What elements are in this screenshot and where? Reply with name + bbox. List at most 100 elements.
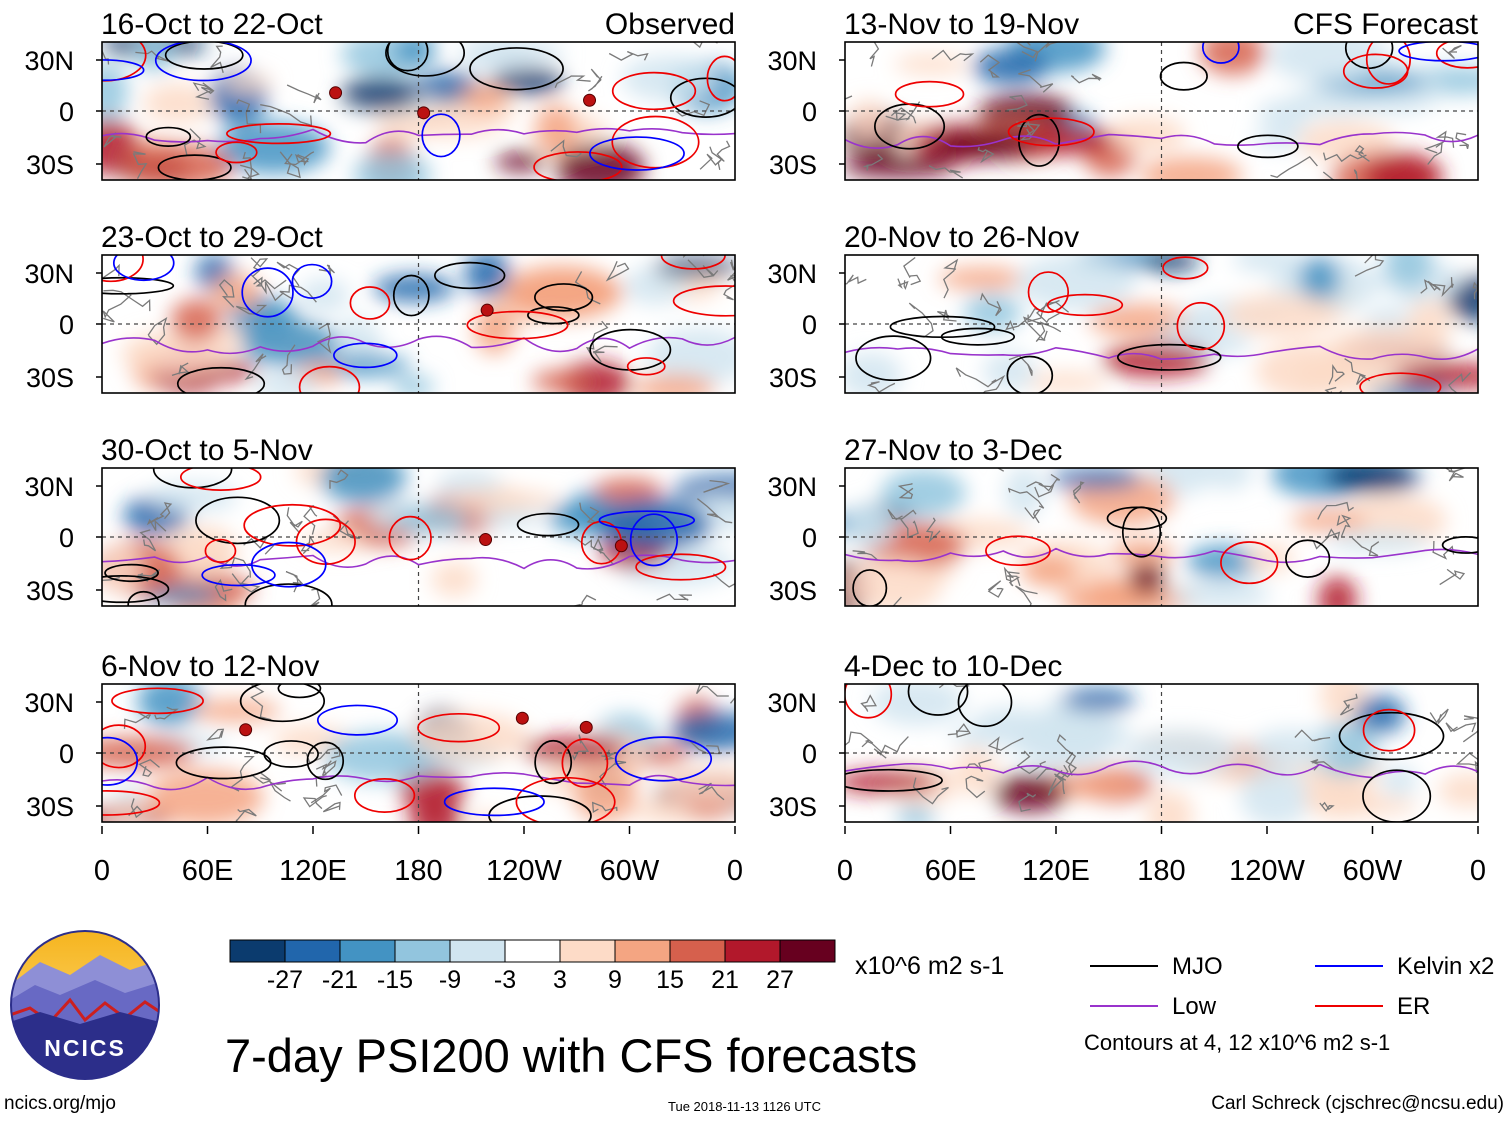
- anomaly-shading: [459, 83, 508, 111]
- colorbar-swatch: [669, 939, 726, 963]
- coastline-layer: [123, 684, 735, 822]
- coastline-segment: [315, 760, 332, 776]
- anomaly-shading: [340, 76, 421, 112]
- anomaly-shading: [145, 769, 264, 822]
- coastline-segment: [1072, 481, 1085, 504]
- y-tick-label: 30S: [769, 792, 817, 822]
- y-tick-label: 30S: [26, 576, 74, 606]
- anomaly-shading: [1062, 688, 1135, 713]
- low-contour: [845, 345, 1478, 361]
- coastline-segment: [1317, 501, 1354, 520]
- coastline-layer: [852, 468, 1466, 606]
- anomaly-shading: [634, 374, 716, 393]
- coastline-segment: [703, 479, 731, 493]
- panel-period-title: 4-Dec to 10-Dec: [844, 650, 1062, 683]
- coastline-segment: [579, 502, 600, 525]
- anomaly-shading: [531, 370, 587, 393]
- source-link[interactable]: ncics.org/mjo: [4, 1093, 116, 1114]
- y-tick-label: 30N: [767, 259, 817, 289]
- er-contour: [1365, 42, 1412, 85]
- coastline-segment: [1024, 507, 1042, 524]
- low-contour: [845, 131, 1478, 149]
- coastline-segment: [1070, 73, 1102, 84]
- anomaly-shading: [1019, 126, 1115, 155]
- er-contour: [611, 71, 697, 111]
- panel-frame: [844, 467, 1479, 607]
- coastline-layer: [102, 42, 731, 180]
- mjo-contour: [845, 768, 943, 792]
- anomaly-shading: [593, 477, 663, 504]
- er-contour: [1362, 708, 1416, 752]
- coastline-segment: [1017, 119, 1041, 136]
- x-tick-label: 0: [727, 855, 743, 887]
- coastline-segment: [599, 756, 627, 787]
- kelvin-contour: [102, 59, 145, 82]
- coastline-segment: [845, 274, 867, 285]
- colorbar-swatch: [229, 939, 286, 963]
- er-contour: [298, 365, 361, 393]
- anomaly-shading: [954, 748, 999, 796]
- anomaly-shading: [1240, 768, 1312, 822]
- coastline-segment: [863, 154, 884, 171]
- anomaly-shading: [1326, 468, 1415, 493]
- y-tick-label: 0: [59, 523, 74, 553]
- anomaly-shading: [845, 352, 903, 393]
- coastline-segment: [861, 739, 888, 753]
- anomaly-shading: [573, 767, 637, 822]
- shading-layer: [102, 684, 735, 822]
- anomaly-shading: [494, 152, 546, 172]
- coastline-segment: [1429, 708, 1449, 725]
- y-tick-label: 0: [802, 97, 817, 127]
- coastline-segment: [727, 259, 735, 282]
- anomaly-shading: [1244, 542, 1294, 573]
- kelvin-contour: [598, 510, 696, 531]
- y-tick-label: 30S: [769, 363, 817, 393]
- colorbar-swatch: [394, 939, 451, 963]
- anomaly-shading: [319, 468, 407, 505]
- y-tick-label: 30S: [769, 150, 817, 180]
- mjo-contour: [1285, 539, 1331, 578]
- kelvin-contour: [250, 541, 327, 588]
- coastline-segment: [897, 278, 909, 291]
- coastline-segment: [947, 723, 972, 738]
- logo-text: NCICS: [44, 1035, 126, 1061]
- anomaly-shading: [1084, 582, 1199, 606]
- mjo-contour: [152, 468, 233, 489]
- coastline-segment: [1313, 528, 1341, 550]
- anomaly-shading: [1380, 764, 1418, 797]
- anomaly-shading: [1016, 255, 1135, 311]
- er-contour: [706, 55, 735, 102]
- er-contour: [1007, 117, 1095, 147]
- map-panel: 16-Oct to 22-Oct Observed 30N 0 30S: [24, 8, 736, 181]
- anomaly-shading: [623, 266, 688, 306]
- coastline-segment: [281, 344, 296, 375]
- contours-note: Contours at 4, 12 x10^6 m2 s-1: [1084, 1030, 1391, 1055]
- mjo-contour: [469, 47, 564, 91]
- colorbar-tick-label: -9: [439, 966, 461, 994]
- coastline-segment: [696, 684, 729, 697]
- anomaly-shading: [894, 54, 969, 75]
- anomaly-shading: [1291, 509, 1366, 532]
- coastline-segment: [656, 593, 692, 601]
- anomaly-shading: [1298, 256, 1341, 302]
- mjo-contour: [434, 261, 506, 290]
- anomaly-shading: [1128, 562, 1166, 595]
- map-panel: 23-Oct to 29-Oct 30N 0 30S: [24, 221, 736, 394]
- coastline-segment: [1442, 44, 1462, 59]
- anomaly-shading: [1303, 775, 1377, 819]
- panel-frame: [844, 41, 1479, 181]
- ncics-logo: NCICS: [10, 930, 160, 1080]
- coastline-segment: [128, 798, 144, 819]
- x-tick-label: 60E: [925, 855, 977, 887]
- mjo-contour: [164, 42, 244, 70]
- coastline-segment: [588, 68, 603, 92]
- er-contour: [1027, 271, 1070, 314]
- anomaly-shading: [1140, 156, 1243, 180]
- tropical-cyclone-icon: [614, 539, 628, 553]
- tropical-cyclone-icon: [579, 720, 593, 734]
- observed-label: Observed: [605, 8, 735, 41]
- anomaly-shading: [845, 558, 943, 606]
- coastline-segment: [171, 362, 190, 377]
- anomaly-shading: [1202, 468, 1254, 490]
- mjo-contour: [527, 306, 580, 325]
